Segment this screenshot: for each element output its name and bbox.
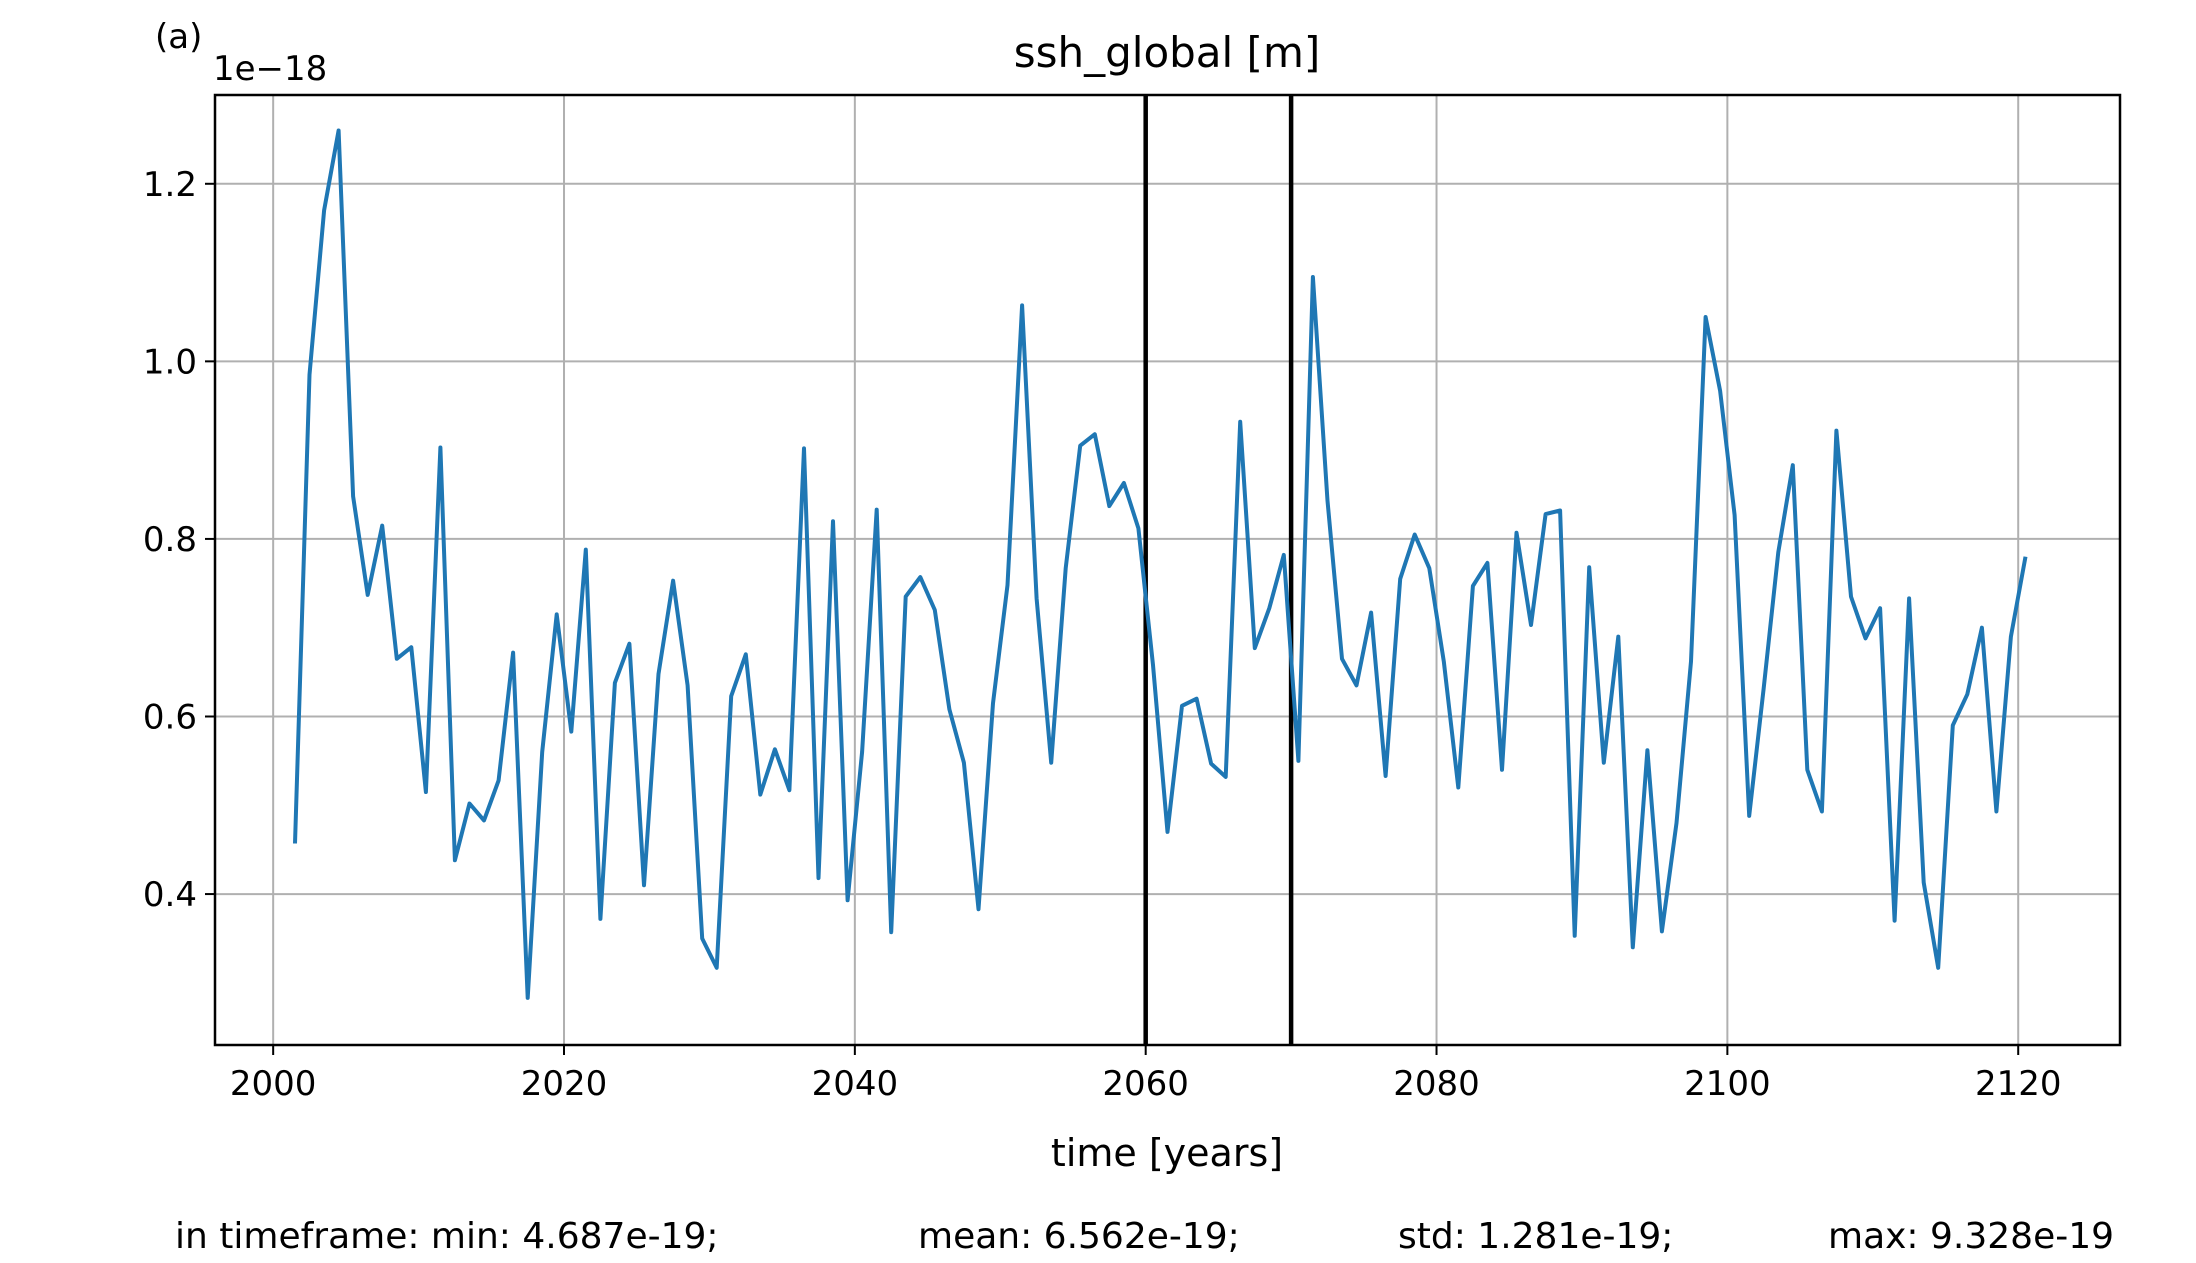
grid [215, 95, 2120, 1045]
y-offset-label: 1e−18 [213, 49, 327, 89]
stats-std: std: 1.281e-19; [1398, 1216, 1673, 1257]
x-axis-ticks: 2000 2020 2040 2060 2080 2100 2120 [230, 1045, 2062, 1104]
x-tick-label: 2060 [1102, 1064, 1189, 1104]
y-tick-label: 1.2 [143, 165, 197, 205]
x-tick-label: 2000 [230, 1064, 317, 1104]
series-line [293, 128, 2028, 1000]
x-tick-label: 2040 [812, 1064, 899, 1104]
x-tick-label: 2100 [1684, 1064, 1771, 1104]
stats-min: in timeframe: min: 4.687e-19; [175, 1216, 719, 1257]
series [293, 128, 2028, 1000]
x-axis-label: time [years] [1051, 1131, 1283, 1175]
reference-lines [1143, 95, 1294, 1045]
chart-title: ssh_global [m] [1014, 28, 1321, 77]
y-axis-ticks: 0.4 0.6 0.8 1.0 1.2 [143, 165, 215, 915]
x-tick-label: 2120 [1975, 1064, 2062, 1104]
y-tick-label: 0.4 [143, 875, 197, 915]
plot-frame [213, 93, 2122, 1047]
y-tick-label: 0.8 [143, 520, 197, 560]
y-tick-label: 1.0 [143, 342, 197, 382]
x-tick-label: 2080 [1393, 1064, 1480, 1104]
stats-max: max: 9.328e-19 [1828, 1216, 2114, 1257]
x-tick-label: 2020 [521, 1064, 608, 1104]
y-tick-label: 0.6 [143, 697, 197, 737]
stats-mean: mean: 6.562e-19; [918, 1216, 1240, 1257]
panel-label: (a) [155, 17, 202, 57]
